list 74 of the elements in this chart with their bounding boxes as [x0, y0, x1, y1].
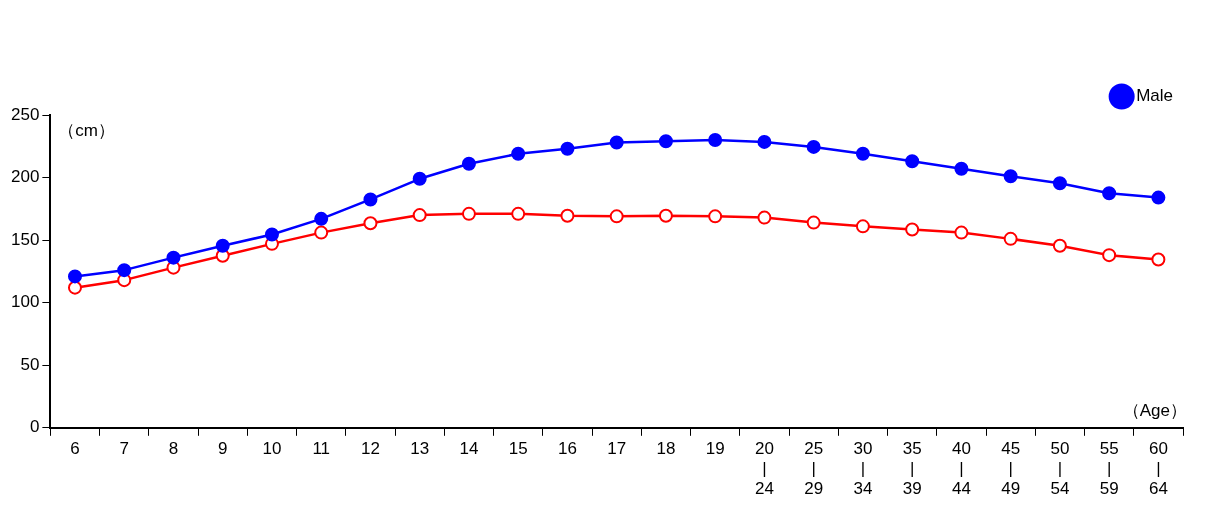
point [363, 192, 378, 207]
point [1102, 248, 1117, 263]
point [905, 154, 920, 169]
point [806, 139, 821, 154]
x-tick-label: 60 | 64 [1148, 438, 1168, 499]
x-tick-label: 14 [459, 438, 479, 458]
x-tick-label: 12 [361, 438, 380, 458]
x-tick-label: 55 | 59 [1099, 438, 1119, 499]
point [905, 222, 920, 237]
point [363, 216, 378, 231]
point [412, 208, 427, 223]
x-tick-label: 13 [410, 438, 430, 458]
point [560, 141, 575, 156]
x-tick-label: 20 | 24 [754, 438, 774, 499]
x-tick-label: 30 | 34 [853, 438, 873, 499]
point [166, 250, 181, 265]
point [314, 225, 329, 240]
y-tick-label: 100 [10, 292, 40, 312]
point [412, 171, 427, 186]
point [1052, 176, 1067, 191]
y-tick-label: 250 [10, 104, 40, 124]
x-tick-label: 45 | 49 [1001, 438, 1021, 499]
point [1102, 186, 1117, 201]
point [67, 269, 82, 284]
point [855, 146, 870, 161]
x-tick-label: 8 [168, 438, 179, 458]
point [215, 238, 230, 253]
x-tick-label: 9 [217, 438, 228, 458]
point [757, 134, 772, 149]
y-tick-label: 150 [10, 229, 40, 249]
x-tick-label: 15 [508, 438, 528, 458]
x-tick-label: 6 [70, 438, 80, 458]
point [954, 161, 969, 176]
point [1151, 190, 1166, 205]
x-tick-label: 50 | 54 [1050, 438, 1070, 499]
x-tick-label: 11 [312, 438, 331, 458]
point [806, 215, 821, 230]
point [1151, 252, 1166, 267]
point [1003, 231, 1018, 246]
point [658, 134, 673, 149]
point [511, 146, 526, 161]
point [1052, 238, 1067, 253]
x-tick-label: 19 [705, 438, 725, 458]
point [855, 219, 870, 234]
point [67, 280, 82, 295]
point [461, 156, 476, 171]
x-tick-label: 7 [119, 438, 129, 458]
point [954, 225, 969, 240]
point [708, 133, 723, 148]
x-tick-label: 18 [656, 438, 676, 458]
y-tick-label: 200 [10, 167, 40, 187]
x-tick-label: 40 | 44 [951, 438, 971, 499]
point [757, 210, 772, 225]
x-tick-label: 17 [607, 438, 627, 458]
point [609, 135, 624, 150]
y-axis-title: （cm） [58, 121, 116, 141]
point [461, 206, 476, 221]
y-tick-label: 50 [20, 354, 40, 374]
x-tick-label: 25 | 29 [804, 438, 824, 499]
point [511, 206, 526, 221]
y-tick-label: 0 [29, 417, 40, 437]
point [708, 209, 723, 224]
point [264, 227, 279, 242]
point [117, 263, 132, 278]
point [560, 208, 575, 223]
legend-label: Male [1136, 86, 1174, 106]
x-tick-label: 16 [557, 438, 577, 458]
point [314, 211, 329, 226]
point [658, 208, 673, 223]
point [609, 209, 624, 224]
x-tick-label: 35 | 39 [902, 438, 922, 499]
x-axis-title: （Age） [1122, 400, 1187, 420]
point [1003, 169, 1018, 184]
x-tick-label: 10 [262, 438, 282, 458]
